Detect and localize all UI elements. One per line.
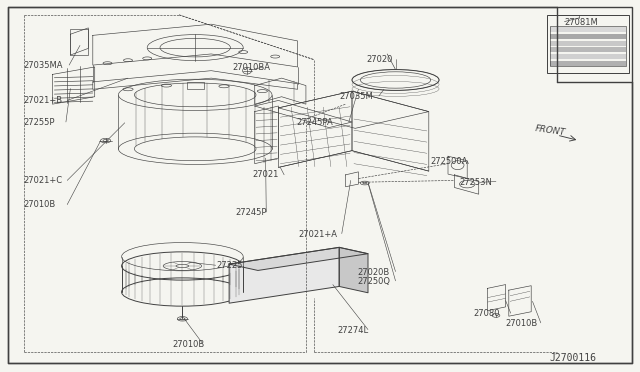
Text: 27010BA: 27010BA <box>232 63 270 72</box>
Text: 27020B: 27020B <box>357 268 389 277</box>
Text: 27021+A: 27021+A <box>299 230 338 239</box>
Text: 27081M: 27081M <box>564 18 598 27</box>
Text: 27021: 27021 <box>253 170 279 179</box>
Text: 27035M: 27035M <box>339 92 373 101</box>
Text: 27020: 27020 <box>366 55 392 64</box>
Text: 27021+B: 27021+B <box>24 96 63 105</box>
Text: J2700116: J2700116 <box>549 353 596 363</box>
Text: 27010B: 27010B <box>505 319 537 328</box>
Text: 27245P: 27245P <box>236 208 267 217</box>
Text: 272500A: 272500A <box>430 157 467 166</box>
Text: 27225: 27225 <box>216 262 243 270</box>
Bar <box>550 54 626 59</box>
Text: FRONT: FRONT <box>534 124 566 137</box>
Polygon shape <box>229 247 368 270</box>
Bar <box>550 47 626 52</box>
Bar <box>547 15 629 73</box>
Text: 27250Q: 27250Q <box>357 277 390 286</box>
Text: 27245PA: 27245PA <box>296 118 333 127</box>
Bar <box>550 26 626 66</box>
Text: 27010B: 27010B <box>173 340 205 349</box>
Text: 27274L: 27274L <box>337 326 369 335</box>
Polygon shape <box>339 247 368 293</box>
Bar <box>550 41 626 46</box>
Text: 27010B: 27010B <box>24 200 56 209</box>
Text: 27255P: 27255P <box>24 118 55 126</box>
Bar <box>550 27 626 32</box>
Bar <box>550 61 626 66</box>
Text: 27253N: 27253N <box>460 178 492 187</box>
Polygon shape <box>229 247 339 303</box>
Text: 27021+C: 27021+C <box>24 176 63 185</box>
Bar <box>550 34 626 39</box>
Text: 27080: 27080 <box>474 310 500 318</box>
Text: 27035MA: 27035MA <box>24 61 63 70</box>
